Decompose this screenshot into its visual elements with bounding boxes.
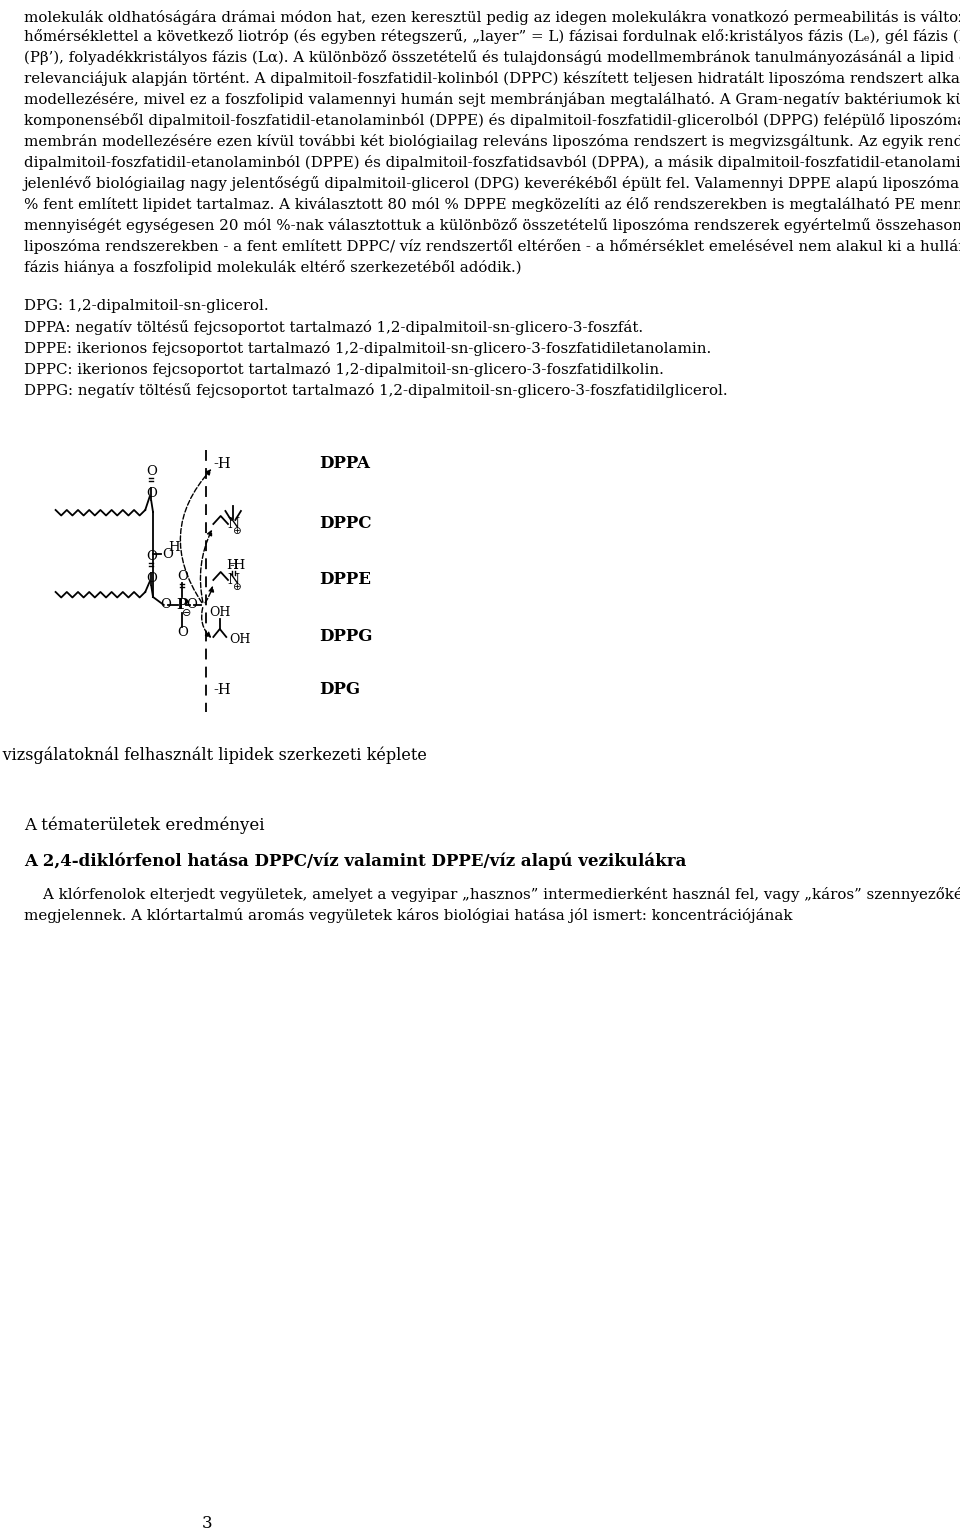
Text: O: O — [146, 550, 156, 564]
Text: liposzóma rendszerekben - a fent említett DPPC/ víz rendszertől eltérően - a hőm: liposzóma rendszerekben - a fent említet… — [24, 238, 960, 254]
Text: O: O — [160, 598, 172, 612]
Text: modellezésére, mivel ez a foszfolipid valamennyi humán sejt membránjában megtalá: modellezésére, mivel ez a foszfolipid va… — [24, 92, 960, 108]
Text: O: O — [186, 598, 197, 612]
Text: O: O — [146, 572, 156, 586]
Text: DPG: 1,2-dipalmitoil-sn-glicerol.: DPG: 1,2-dipalmitoil-sn-glicerol. — [24, 300, 269, 314]
Text: hőmérséklettel a következő liotróp (és egyben rétegszerű, „layer” = L) fázisai f: hőmérséklettel a következő liotróp (és e… — [24, 29, 960, 45]
Text: OH: OH — [209, 607, 230, 619]
Text: relevanciájuk alapján történt. A dipalmitoil-foszfatidil-kolinból (DPPC) készíte: relevanciájuk alapján történt. A dipalmi… — [24, 71, 960, 86]
Text: N: N — [228, 573, 239, 587]
Text: DPPC: DPPC — [319, 515, 372, 532]
Text: -H: -H — [213, 456, 230, 470]
Text: membrán modellezésére ezen kívül további két biológiailag releváns liposzóma ren: membrán modellezésére ezen kívül további… — [24, 134, 960, 149]
Text: A klórfenolok elterjedt vegyületek, amelyet a vegyipar „hasznos” intermedierként: A klórfenolok elterjedt vegyületek, amel… — [24, 887, 960, 902]
Text: megjelennek. A klórtartalmú aromás vegyületek káros biológiai hatása jól ismert:: megjelennek. A klórtartalmú aromás vegyü… — [24, 908, 792, 922]
Text: fázis hiánya a foszfolipid molekulák eltérő szerkezetéből adódik.): fázis hiánya a foszfolipid molekulák elt… — [24, 260, 521, 275]
Text: jelenlévő biológiailag nagy jelentőségű dipalmitoil-glicerol (DPG) keverékéből é: jelenlévő biológiailag nagy jelentőségű … — [24, 177, 960, 191]
Text: O: O — [146, 466, 156, 478]
Text: ⊕: ⊕ — [232, 526, 241, 536]
Text: H: H — [226, 559, 238, 572]
Text: N: N — [228, 516, 239, 530]
Text: O: O — [177, 627, 188, 639]
Text: -H: -H — [213, 682, 230, 696]
Text: dipalmitoil-foszfatidil-etanolaminból (DPPE) és dipalmitoil-foszfatidsavból (DPP: dipalmitoil-foszfatidil-etanolaminból (D… — [24, 155, 960, 171]
Text: ⊕: ⊕ — [232, 583, 241, 592]
Text: -H: -H — [229, 559, 246, 572]
Text: DPG: DPG — [319, 681, 360, 698]
Text: O: O — [146, 487, 156, 501]
Text: 3: 3 — [202, 1515, 212, 1532]
Text: H: H — [168, 541, 180, 555]
Text: mennyiségét egységesen 20 mól %-nak választottuk a különböző összetételű liposzó: mennyiségét egységesen 20 mól %-nak vála… — [24, 218, 960, 234]
Text: DPPG: negatív töltésű fejcsoportot tartalmazó 1,2-dipalmitoil-sn-glicero-3-foszf: DPPG: negatív töltésű fejcsoportot tarta… — [24, 383, 728, 398]
Text: A 2,4-diklórfenol hatása DPPC/víz valamint DPPE/víz alapú vezikulákra: A 2,4-diklórfenol hatása DPPC/víz valami… — [24, 853, 686, 870]
Text: % fent említett lipidet tartalmaz. A kiválasztott 80 mól % DPPE megközelíti az é: % fent említett lipidet tartalmaz. A kiv… — [24, 197, 960, 212]
Text: OH: OH — [229, 633, 252, 647]
Text: O: O — [177, 570, 188, 584]
Text: DPPE: ikerionos fejcsoportot tartalmazó 1,2-dipalmitoil-sn-glicero-3-foszfatidil: DPPE: ikerionos fejcsoportot tartalmazó … — [24, 341, 711, 357]
Text: DPPG: DPPG — [319, 629, 372, 646]
Text: ⊖: ⊖ — [181, 609, 191, 618]
Text: (Pβ’), folyadékkristályos fázis (Lα). A különböző összetételű és tulajdonságú mo: (Pβ’), folyadékkristályos fázis (Lα). A … — [24, 51, 960, 65]
Text: O: O — [162, 549, 174, 561]
Text: DPPE: DPPE — [319, 572, 371, 589]
Text: P: P — [177, 598, 188, 612]
Text: DPPA: negatív töltésű fejcsoportot tartalmazó 1,2-dipalmitoil-sn-glicero-3-foszf: DPPA: negatív töltésű fejcsoportot tarta… — [24, 320, 643, 335]
Text: molekulák oldhatóságára drámai módon hat, ezen keresztül pedig az idegen molekul: molekulák oldhatóságára drámai módon hat… — [24, 8, 960, 25]
Text: A vizsgálatoknál felhasznált lipidek szerkezeti képlete: A vizsgálatoknál felhasznált lipidek sze… — [0, 747, 427, 764]
Text: komponenséből dipalmitoil-foszfatidil-etanolaminból (DPPE) és dipalmitoil-foszfa: komponenséből dipalmitoil-foszfatidil-et… — [24, 114, 960, 128]
Text: DPPC: ikerionos fejcsoportot tartalmazó 1,2-dipalmitoil-sn-glicero-3-foszfatidil: DPPC: ikerionos fejcsoportot tartalmazó … — [24, 363, 663, 377]
Text: A tématerületek eredményei: A tématerületek eredményei — [24, 818, 264, 835]
Text: DPPA: DPPA — [319, 455, 370, 472]
